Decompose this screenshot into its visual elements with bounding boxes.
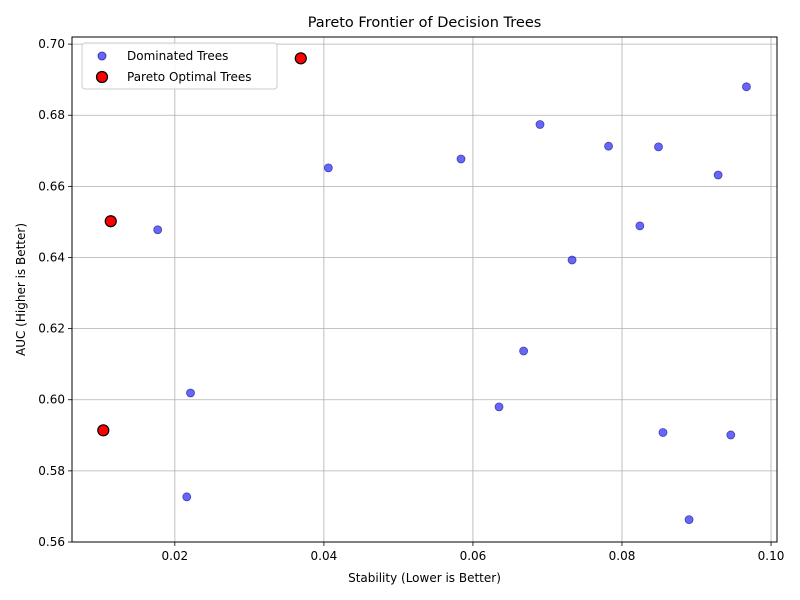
y-tick-label: 0.56 [38,535,65,549]
dominated-point [635,221,645,231]
plot-frame [71,36,778,543]
x-tick-label: 0.06 [460,549,487,563]
y-tick-label: 0.64 [38,250,65,264]
dominated-point [153,225,163,235]
x-tick-label: 0.10 [758,549,785,563]
dominated-point [567,255,577,265]
legend-box [81,42,278,90]
y-tick-label: 0.58 [38,464,65,478]
dominated-point [535,120,545,129]
dominated-point [456,154,466,164]
dominated-point [658,428,668,437]
dominated-point [604,141,613,151]
axis-ticks: 0.02 0.04 0.06 0.08 0.10 0.56 0.58 0.60 0.62 0.64… [38,37,784,563]
legend-marker [95,70,109,84]
dominated-point [323,163,333,173]
dominated-point [654,142,663,152]
dominated-point [742,82,751,92]
legend-label: Pareto Optimal Trees [127,70,252,84]
pareto-optimal-point [97,424,110,437]
pareto-optimal-point [294,52,307,65]
dominated-point [684,515,694,524]
y-tick-label: 0.68 [38,108,65,122]
dominated-point [519,346,529,356]
dominated-point [726,430,736,440]
y-tick-label: 0.70 [38,37,65,51]
dominated-point [186,388,195,398]
x-axis-title: Stability (Lower is Better) [348,571,501,585]
dominated-point [494,402,504,412]
pareto-optimal-point [104,215,117,228]
y-tick-label: 0.60 [38,393,65,407]
y-axis-title: AUC (Higher is Better) [14,223,28,356]
legend-marker [97,51,107,61]
x-tick-label: 0.02 [161,549,188,563]
y-tick-label: 0.66 [38,179,65,193]
legend-label: Dominated Trees [127,49,228,63]
y-tick-label: 0.62 [38,322,65,336]
x-tick-label: 0.04 [311,549,338,563]
dominated-point [182,492,192,502]
legend: Dominated Trees Pareto Optimal Trees [81,42,278,90]
data-points [97,52,751,524]
chart-title: Pareto Frontier of Decision Trees [308,15,542,31]
x-tick-label: 0.08 [609,549,636,563]
dominated-point [713,170,723,180]
